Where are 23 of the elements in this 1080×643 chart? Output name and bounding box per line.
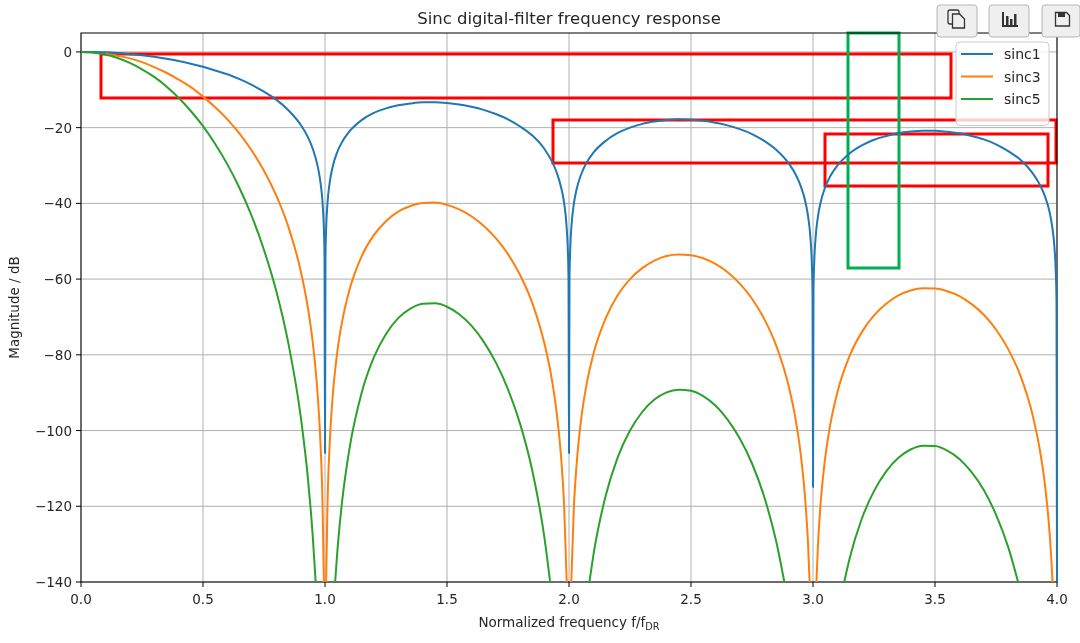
x-tick-label: 2.0 (558, 591, 580, 607)
x-tick-label: 2.5 (680, 591, 702, 607)
y-tick-label: 0 (63, 43, 72, 60)
y-tick-label: −80 (43, 346, 72, 363)
x-tick-label: 0.0 (70, 591, 92, 607)
x-tick-label: 1.0 (314, 591, 336, 607)
legend-label: sinc5 (1004, 91, 1041, 107)
y-tick-label: −140 (34, 574, 72, 590)
y-tick-label: −60 (43, 271, 72, 288)
y-tick-label: −120 (34, 498, 72, 515)
x-tick-label: 0.5 (192, 591, 214, 607)
x-tick-label: 1.5 (436, 591, 458, 607)
y-tick-label: −20 (43, 119, 72, 136)
y-tick-label: −100 (34, 422, 72, 439)
x-tick-label: 4.0 (1046, 591, 1068, 607)
x-axis-title: Normalized frequency f/f$_{DR}$ (478, 614, 660, 632)
legend-label: sinc3 (1004, 68, 1041, 85)
chart-title: Sinc digital-filter frequency response (417, 9, 721, 28)
x-tick-label: 3.0 (802, 591, 824, 607)
legend-label: sinc1 (1004, 46, 1041, 62)
x-tick-label: 3.5 (924, 591, 946, 607)
y-axis-title: Magnitude / dB (6, 256, 22, 359)
y-tick-label: −40 (43, 195, 72, 212)
